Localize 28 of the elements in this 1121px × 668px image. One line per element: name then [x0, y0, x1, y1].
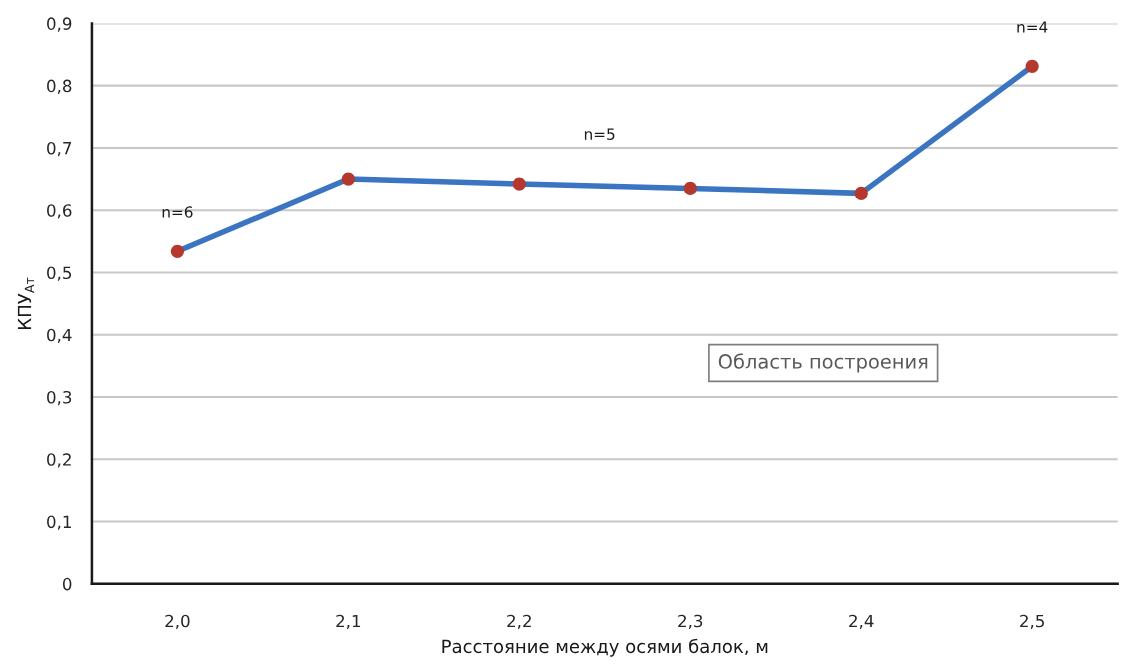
- point: [683, 181, 697, 195]
- annotation: n=4: [1017, 21, 1048, 33]
- y-tick-label: 0,1: [47, 515, 71, 530]
- x-tick-label: 2,2: [507, 614, 531, 629]
- x-tick-label: 2,4: [849, 614, 874, 629]
- point: [170, 244, 184, 258]
- point: [512, 177, 526, 191]
- y-tick-label: 0: [62, 577, 72, 591]
- x-tick-label: 2,0: [165, 614, 190, 629]
- y-tick-label: 0,2: [47, 453, 71, 468]
- x-axis-title: Расстояние между осями балок, м: [442, 638, 768, 657]
- point: [341, 172, 355, 186]
- x-tick-label: 2,1: [336, 614, 361, 629]
- y-tick-label: 0,3: [47, 390, 72, 406]
- y-axis-title: КПУ$_{Ат}$: [17, 277, 35, 329]
- point: [1025, 59, 1039, 73]
- y-tick-label: 0,9: [47, 17, 72, 32]
- y-tick-label: 0,8: [47, 79, 72, 94]
- y-tick-label: 0,4: [47, 328, 72, 344]
- annotation: n=6: [162, 206, 193, 218]
- point: [854, 186, 868, 200]
- y-tick-label: 0,6: [47, 204, 72, 219]
- y-tick-label: 0,7: [47, 141, 72, 157]
- x-tick-label: 2,3: [678, 614, 703, 629]
- annotation: Область построения: [718, 353, 928, 373]
- y-tick-label: 0,5: [47, 266, 72, 281]
- annotation: n=5: [584, 128, 615, 140]
- x-tick-label: 2,5: [1020, 614, 1044, 629]
